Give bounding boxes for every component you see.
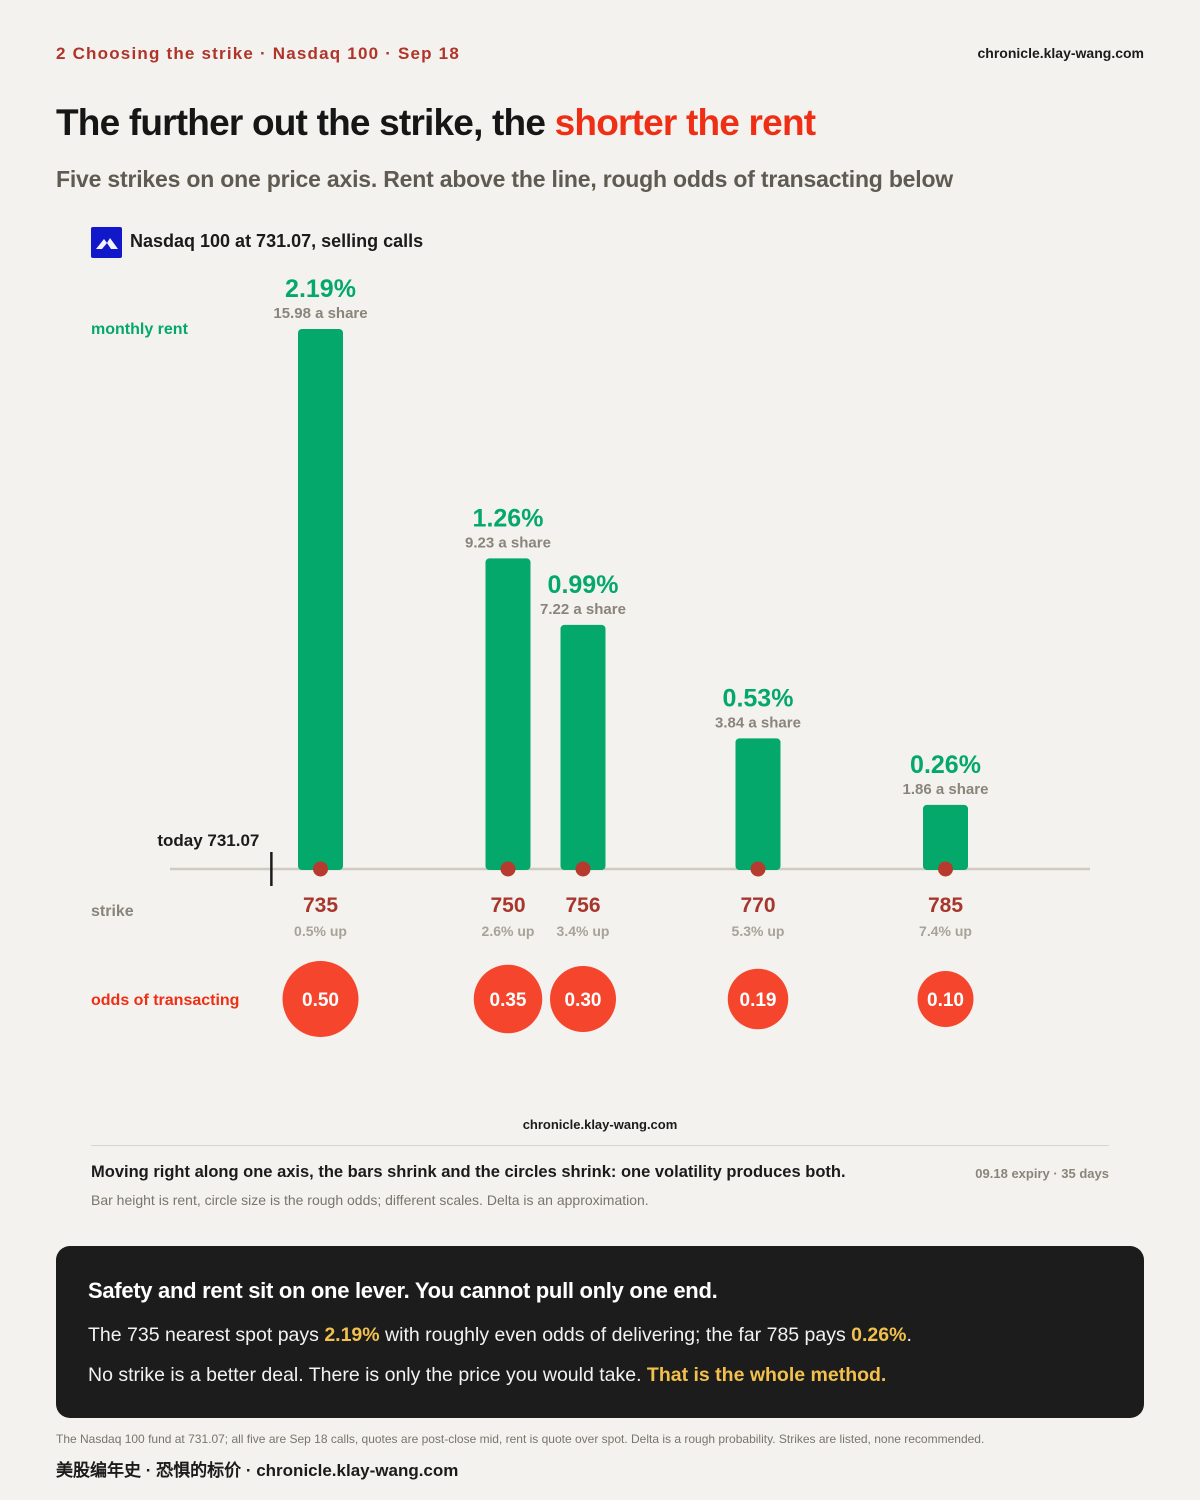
- takeaway-text: Moving right along one axis, the bars sh…: [91, 1163, 846, 1181]
- strike-label: 756: [565, 894, 600, 917]
- strike-label: 770: [740, 894, 775, 917]
- premium-label: 9.23 a share: [465, 534, 551, 551]
- strike-dot: [575, 861, 591, 877]
- strike-dot: [938, 861, 953, 877]
- premium-label: 3.84 a share: [715, 714, 801, 731]
- odds-circle: [917, 971, 974, 1027]
- row-label-odds: odds of transacting: [91, 992, 239, 1009]
- callout-line-2: No strike is a better deal. There is onl…: [88, 1364, 886, 1387]
- signature[interactable]: 美股编年史 · 恐惧的标价 · chronicle.klay-wang.com: [56, 1461, 459, 1480]
- callout-value-near: 2.19%: [324, 1324, 380, 1346]
- divider: [91, 1145, 1109, 1146]
- callout-heading: Safety and rent sit on one lever. You ca…: [88, 1278, 718, 1303]
- scale-note: Bar height is rent, circle size is the r…: [91, 1192, 649, 1208]
- rent-pct-label: 0.99%: [548, 571, 619, 599]
- strike-dot: [313, 861, 328, 877]
- strike-dot: [500, 861, 516, 877]
- chart-legend-label: Nasdaq 100 at 731.07, selling calls: [130, 231, 424, 251]
- odds-circle: [550, 966, 616, 1032]
- premium-label: 15.98 a share: [273, 305, 367, 322]
- strike-dot: [750, 861, 766, 877]
- page-subtitle: Five strikes on one price axis. Rent abo…: [56, 166, 954, 192]
- distance-label: 3.4% up: [557, 923, 610, 939]
- rent-bar: [485, 558, 531, 870]
- page-title: The further out the strike, the shorter …: [56, 102, 816, 144]
- premium-label: 7.22 a share: [540, 601, 626, 618]
- callout-value-far: 0.26%: [851, 1324, 907, 1346]
- row-label-rent: monthly rent: [91, 321, 189, 338]
- rent-pct-label: 1.26%: [473, 504, 544, 532]
- strike-chart: today 731.07 monthly rent strike odds of…: [91, 275, 1090, 1037]
- callout-line-1-c: with roughly even odds of delivering; th…: [379, 1324, 852, 1346]
- section-kicker: 2 Choosing the strike · Nasdaq 100 · Sep…: [56, 44, 460, 63]
- distance-label: 5.3% up: [732, 923, 785, 939]
- premium-label: 1.86 a share: [903, 781, 989, 798]
- odds-label: 0.50: [302, 990, 339, 1011]
- odds-circle: [282, 961, 359, 1037]
- odds-circle: [727, 968, 789, 1030]
- rent-bar: [735, 738, 781, 870]
- strike-label: 750: [490, 894, 525, 917]
- odds-label: 0.19: [740, 990, 777, 1011]
- odds-label: 0.10: [927, 990, 964, 1011]
- rent-pct-label: 2.19%: [285, 275, 356, 303]
- callout-method: That is the whole method.: [646, 1364, 887, 1386]
- distance-label: 0.5% up: [294, 923, 347, 939]
- expiry-meta: 09.18 expiry · 35 days: [975, 1166, 1109, 1181]
- strike-label: 735: [303, 894, 338, 917]
- odds-label: 0.35: [490, 990, 527, 1011]
- spot-label: today 731.07: [157, 831, 259, 850]
- callout-line-1: The 735 nearest spot pays 2.19% with rou…: [88, 1324, 912, 1347]
- rent-bar: [298, 329, 343, 870]
- callout-box: Safety and rent sit on one lever. You ca…: [56, 1246, 1144, 1418]
- strike-label: 785: [928, 894, 963, 917]
- rent-pct-label: 0.53%: [723, 684, 794, 712]
- distance-label: 7.4% up: [919, 923, 972, 939]
- odds-label: 0.30: [565, 990, 602, 1011]
- odds-circle: [473, 964, 543, 1034]
- rent-bar: [923, 804, 968, 870]
- rent-bar: [560, 624, 606, 870]
- title-highlight: shorter the rent: [554, 102, 816, 143]
- callout-line-1-e: .: [906, 1324, 912, 1346]
- watermark: chronicle.klay-wang.com: [522, 1117, 678, 1132]
- rent-pct-label: 0.26%: [910, 751, 981, 779]
- disclaimer: The Nasdaq 100 fund at 731.07; all five …: [56, 1432, 985, 1446]
- chart-marks: 2.19% 15.98 a share 735 0.5% up 0.50 1.26% 9.2…: [273, 275, 988, 1037]
- mountain-logo-icon: [91, 227, 122, 258]
- distance-label: 2.6% up: [482, 923, 535, 939]
- site-url-top[interactable]: chronicle.klay-wang.com: [977, 45, 1145, 61]
- callout-line-2-a: No strike is a better deal. There is onl…: [88, 1364, 647, 1386]
- callout-line-1-a: The 735 nearest spot pays: [88, 1324, 325, 1346]
- title-lead: The further out the strike, the: [56, 102, 555, 143]
- row-label-strike: strike: [91, 903, 134, 920]
